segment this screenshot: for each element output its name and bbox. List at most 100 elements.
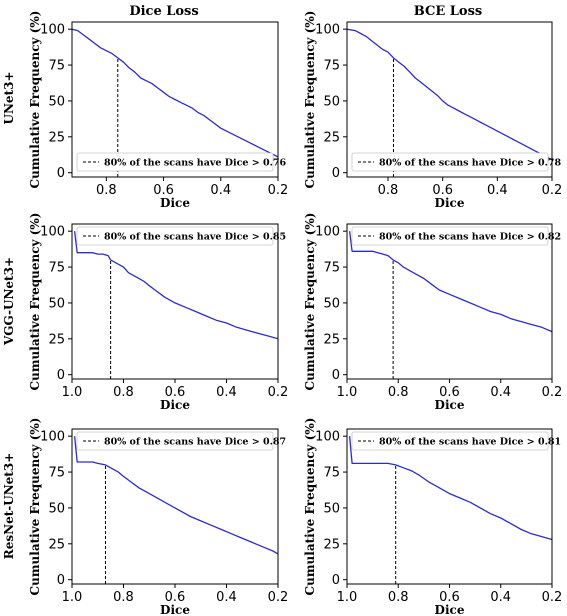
plot-frame: [71, 223, 279, 380]
y-tick-label: 100: [315, 23, 340, 38]
y-axis-label: Cumulative Frequency (%): [28, 11, 42, 189]
x-tick-label: 0.6: [432, 183, 453, 198]
y-axis-label: Cumulative Frequency (%): [303, 213, 317, 391]
y-tick-label: 0: [57, 368, 65, 383]
y-tick-label: 0: [332, 573, 340, 588]
y-tick-label: 50: [323, 501, 340, 516]
x-tick-label: 0.2: [542, 183, 563, 198]
y-axis-label: Cumulative Frequency (%): [28, 418, 42, 596]
x-tick-label: 1.0: [62, 385, 83, 400]
plot-frame: [71, 428, 279, 585]
x-tick-label: 0.4: [490, 590, 511, 605]
x-axis-label: Dice: [435, 603, 465, 616]
x-tick-label: 0.4: [216, 590, 237, 605]
x-axis-label: Dice: [160, 398, 190, 412]
chart-panels: 0 25 50 75 100 0.8 0.6 0.4 0.2 80% of the scans h…: [28, 11, 562, 616]
cumulative-frequency-line: [73, 231, 279, 340]
y-tick-label: 75: [48, 261, 65, 276]
x-tick-label: 0.8: [388, 590, 409, 605]
y-tick-label: 25: [323, 332, 340, 347]
x-tick-label: 1.0: [62, 590, 83, 605]
cumulative-frequency-line: [348, 231, 553, 333]
legend-box: [351, 226, 549, 246]
x-tick-label: 0.6: [153, 183, 174, 198]
y-tick-label: 0: [332, 368, 340, 383]
y-tick-label: 75: [48, 466, 65, 481]
chart-panel-5: 0 25 50 75 100 1.0 0.8 0.6 0.4 0.2 80% of the scan…: [28, 418, 288, 616]
x-tick-label: 0.6: [439, 590, 460, 605]
y-tick-label: 100: [40, 430, 65, 445]
chart-panel-3: 0 25 50 75 100 1.0 0.8 0.6 0.4 0.2 80% of the scan…: [28, 213, 288, 412]
legend-box: [76, 226, 274, 246]
x-tick-label: 0.8: [113, 590, 134, 605]
cumulative-frequency-line: [348, 436, 553, 541]
y-tick-label: 0: [57, 573, 65, 588]
y-tick-label: 50: [48, 94, 65, 109]
x-tick-label: 0.4: [210, 183, 231, 198]
x-tick-label: 0.4: [216, 385, 237, 400]
x-axis-label: Dice: [160, 196, 190, 210]
y-tick-label: 75: [323, 59, 340, 74]
legend-text: 80% of the scans have Dice > 0.76: [104, 158, 286, 169]
x-tick-label: 0.8: [388, 385, 409, 400]
y-tick-label: 25: [48, 332, 65, 347]
x-tick-label: 1.0: [337, 590, 358, 605]
y-tick-label: 100: [40, 23, 65, 38]
x-tick-label: 0.4: [490, 385, 511, 400]
legend-text: 80% of the scans have Dice > 0.82: [379, 232, 561, 243]
y-tick-label: 50: [48, 296, 65, 311]
y-tick-label: 50: [323, 296, 340, 311]
chart-panel-1: 0 25 50 75 100 0.8 0.6 0.4 0.2 80% of the scans h…: [28, 11, 288, 210]
legend-box: [76, 152, 274, 172]
plot-frame: [346, 428, 553, 585]
chart-panel-2: 0 25 50 75 100 0.8 0.6 0.4 0.2 80% of the scans h…: [303, 11, 562, 210]
column-title-bce-loss: BCE Loss: [414, 4, 482, 19]
x-tick-label: 0.2: [268, 183, 289, 198]
legend-text: 80% of the scans have Dice > 0.78: [379, 158, 561, 169]
cumulative-frequency-line: [71, 28, 279, 158]
plot-frame: [346, 223, 553, 380]
y-axis-label: Cumulative Frequency (%): [303, 418, 317, 596]
x-tick-label: 0.8: [96, 183, 117, 198]
y-tick-label: 25: [323, 130, 340, 145]
legend-box: [76, 431, 274, 451]
legend-text: 80% of the scans have Dice > 0.85: [104, 232, 286, 243]
y-tick-label: 100: [315, 430, 340, 445]
x-tick-label: 0.4: [487, 183, 508, 198]
x-tick-label: 0.2: [268, 590, 289, 605]
x-tick-label: 0.6: [439, 385, 460, 400]
y-tick-label: 75: [48, 59, 65, 74]
y-tick-label: 25: [48, 537, 65, 552]
x-tick-label: 1.0: [337, 385, 358, 400]
y-tick-label: 50: [323, 94, 340, 109]
x-tick-label: 0.8: [378, 183, 399, 198]
row-title-resnet-unet3: ResNet-UNet3+: [2, 453, 16, 560]
y-axis-label: Cumulative Frequency (%): [28, 213, 42, 391]
chart-panel-4: 0 25 50 75 100 1.0 0.8 0.6 0.4 0.2 80% of the scan…: [303, 213, 562, 412]
x-tick-label: 0.6: [165, 385, 186, 400]
plot-frame: [71, 21, 279, 178]
y-tick-label: 75: [323, 466, 340, 481]
y-tick-label: 25: [323, 537, 340, 552]
chart-panel-6: 0 25 50 75 100 1.0 0.8 0.6 0.4 0.2 80% of the scan…: [303, 418, 562, 616]
x-axis-label: Dice: [435, 196, 465, 210]
x-tick-label: 0.2: [268, 385, 289, 400]
x-tick-label: 0.2: [542, 590, 563, 605]
column-title-dice-loss: Dice Loss: [129, 4, 198, 19]
legend-box: [351, 152, 549, 172]
y-tick-label: 75: [323, 261, 340, 276]
y-tick-label: 50: [48, 501, 65, 516]
y-tick-label: 0: [57, 166, 65, 181]
y-tick-label: 25: [48, 130, 65, 145]
y-tick-label: 100: [40, 225, 65, 240]
cumulative-frequency-line: [346, 28, 553, 161]
plot-frame: [346, 21, 553, 178]
x-axis-label: Dice: [435, 398, 465, 412]
legend-text: 80% of the scans have Dice > 0.81: [379, 437, 561, 448]
legend-box: [351, 431, 549, 451]
cumulative-frequency-line: [73, 436, 279, 555]
legend-text: 80% of the scans have Dice > 0.87: [104, 437, 286, 448]
x-tick-label: 0.8: [113, 385, 134, 400]
y-axis-label: Cumulative Frequency (%): [303, 11, 317, 189]
